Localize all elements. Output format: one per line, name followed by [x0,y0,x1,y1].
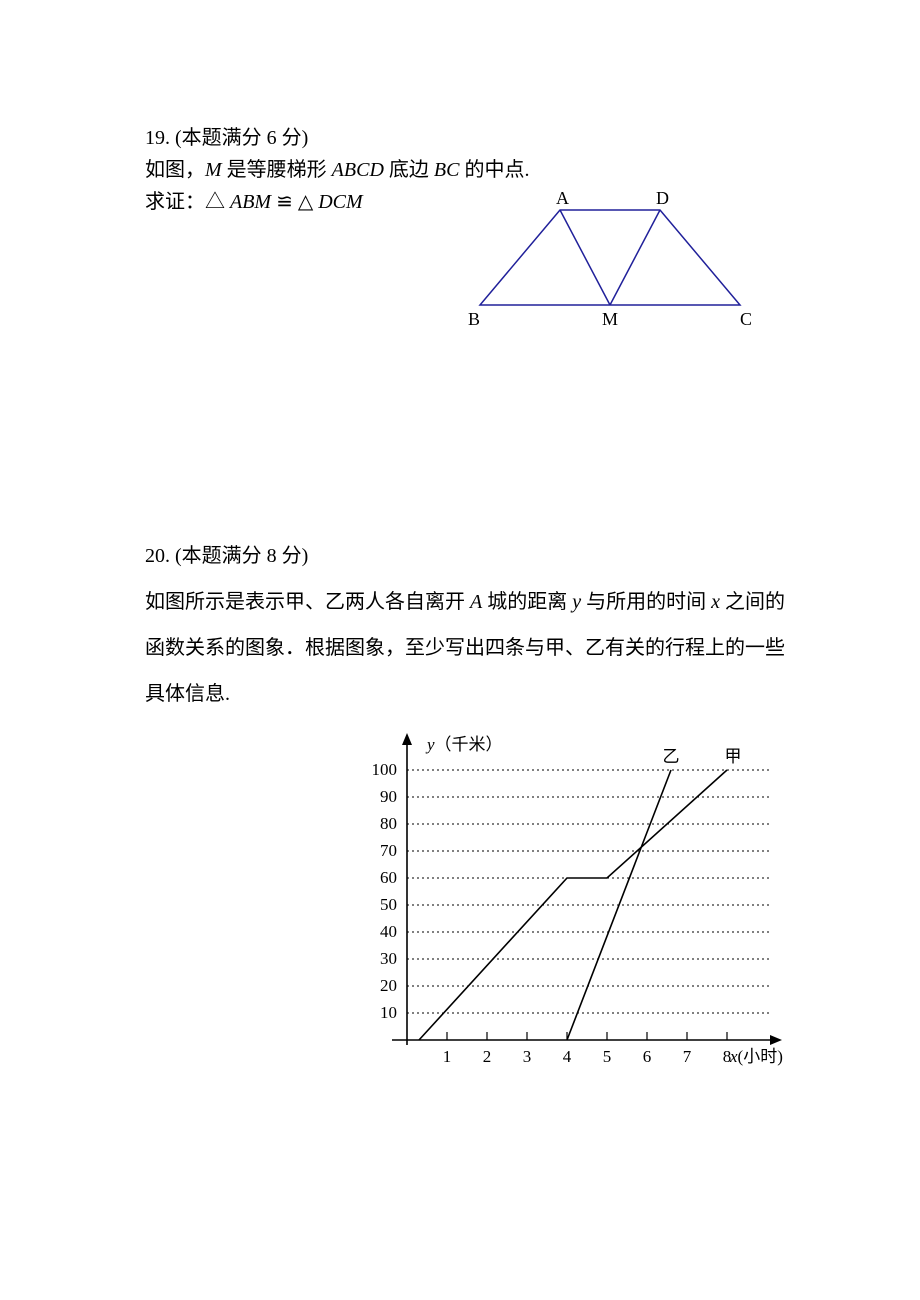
svg-text:7: 7 [683,1047,692,1066]
svg-text:甲: 甲 [725,747,742,766]
svg-text:x(小时): x(小时) [729,1047,783,1066]
trapezoid-figure: A D B C M [0,0,920,340]
svg-text:90: 90 [380,787,397,806]
svg-text:2: 2 [483,1047,492,1066]
problem-20: 20. (本题满分 8 分) 如图所示是表示甲、乙两人各自离开 A 城的距离 y… [145,540,785,710]
svg-text:乙: 乙 [663,747,680,766]
p20-body-line1: 如图所示是表示甲、乙两人各自离开 A 城的距离 y 与所用的时间 x 之间的 [145,586,785,618]
svg-text:50: 50 [380,895,397,914]
p20-b1-t1: A [470,591,482,613]
svg-text:40: 40 [380,922,397,941]
svg-text:y（千米）: y（千米） [425,735,503,754]
svg-text:10: 10 [380,1003,397,1022]
distance-time-chart: 10203040506070809010012345678y（千米）x(小时)乙… [0,700,920,1300]
svg-text:60: 60 [380,868,397,887]
p20-b1-t5: x [711,591,720,613]
svg-text:D: D [656,188,669,208]
svg-text:A: A [556,188,569,208]
svg-text:1: 1 [443,1047,452,1066]
svg-text:B: B [468,309,480,329]
svg-text:4: 4 [563,1047,572,1066]
svg-text:30: 30 [380,949,397,968]
p20-b1-t3: y [572,591,581,613]
p20-b1-t2: 城的距离 [482,591,572,613]
p20-number-line: 20. (本题满分 8 分) [145,540,785,572]
svg-text:3: 3 [523,1047,532,1066]
p20-b1-t0: 如图所示是表示甲、乙两人各自离开 [145,591,470,613]
svg-text:70: 70 [380,841,397,860]
svg-text:80: 80 [380,814,397,833]
page: 19. (本题满分 6 分) 如图，M 是等腰梯形 ABCD 底边 BC 的中点… [0,0,920,1300]
p20-b1-t6: 之间的 [720,591,785,613]
svg-text:20: 20 [380,976,397,995]
svg-text:100: 100 [372,760,398,779]
p20-body-line2: 函数关系的图象．根据图象，至少写出四条与甲、乙有关的行程上的一些 [145,632,785,664]
svg-text:6: 6 [643,1047,652,1066]
p20-b1-t4: 与所用的时间 [581,591,711,613]
svg-text:C: C [740,309,752,329]
svg-text:M: M [602,309,618,329]
svg-text:5: 5 [603,1047,612,1066]
